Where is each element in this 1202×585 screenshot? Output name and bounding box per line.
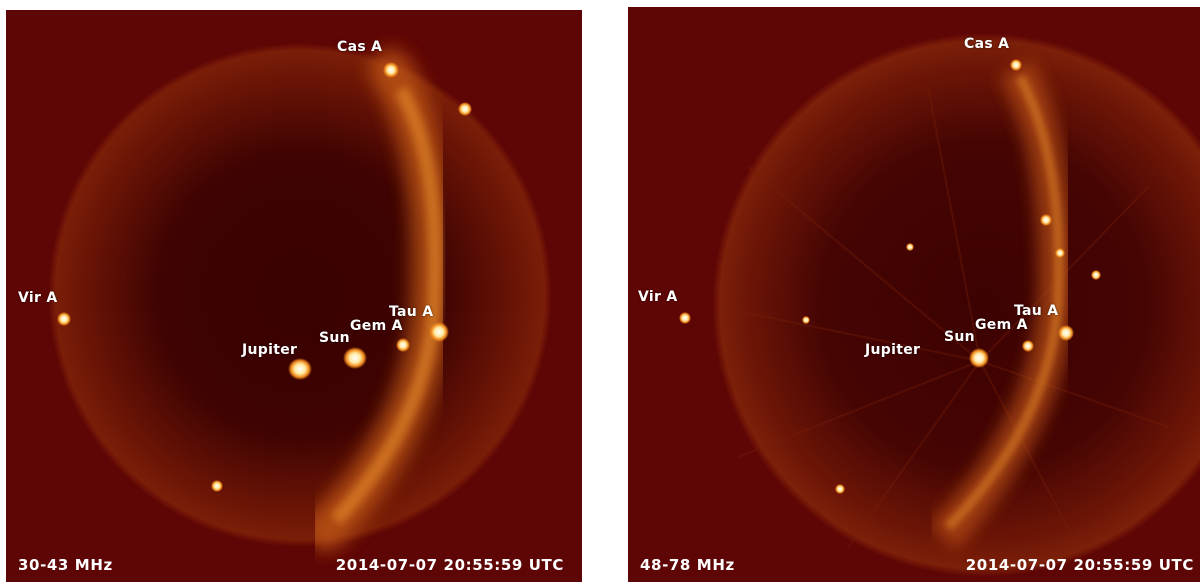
sky-disc (712, 33, 1200, 577)
tau-a-source (429, 322, 449, 342)
source-blob (802, 316, 810, 324)
cas-a-source (383, 62, 399, 78)
galactic-plane-core (330, 86, 443, 525)
vir-a-label: Vir A (638, 289, 678, 305)
vir-a-source (679, 312, 691, 324)
all-sky-map (48, 43, 552, 551)
sky-image-high-band: Cas A Vir A Tau A Gem A Sun Jupiter 48-7… (628, 7, 1200, 582)
tau-a-label: Tau A (389, 304, 434, 320)
cas-a-source (1010, 59, 1022, 71)
galactic-plane-core (944, 74, 1064, 531)
source-blob (458, 102, 472, 116)
tau-a-label: Tau A (1014, 303, 1059, 319)
source-blob (211, 480, 223, 492)
gem-a-label: Gem A (350, 318, 403, 334)
frequency-band-label: 48-78 MHz (640, 556, 735, 574)
vir-a-label: Vir A (18, 290, 58, 306)
timestamp-label: 2014-07-07 20:55:59 UTC (335, 556, 564, 574)
jupiter-source (288, 358, 312, 380)
gem-a-label: Gem A (975, 317, 1028, 333)
cas-a-label: Cas A (337, 39, 383, 55)
source-blob (835, 484, 845, 494)
timestamp-label: 2014-07-07 20:55:59 UTC (965, 556, 1194, 574)
jupiter-label: Jupiter (242, 342, 298, 358)
sky-image-low-band: Cas A Vir A Tau A Gem A Sun Jupiter 30-4… (6, 10, 582, 582)
frequency-band-label: 30-43 MHz (18, 556, 113, 574)
source-blob (1091, 270, 1101, 280)
all-sky-map (679, 33, 1200, 577)
sky-disc (48, 43, 552, 547)
jupiter-label: Jupiter (865, 342, 921, 358)
sun-source (969, 348, 989, 368)
sun-label: Sun (944, 329, 975, 345)
cas-a-label: Cas A (964, 36, 1010, 52)
sidelobe-streaks (717, 86, 1169, 548)
source-blob (1055, 248, 1065, 258)
gem-a-source (396, 338, 410, 352)
tau-a-source (1058, 325, 1074, 341)
sun-source (343, 347, 367, 369)
sun-label: Sun (319, 330, 350, 346)
source-blob (906, 243, 914, 251)
source-blob (1040, 214, 1052, 226)
gem-a-source (1022, 340, 1034, 352)
vir-a-source (57, 312, 71, 326)
